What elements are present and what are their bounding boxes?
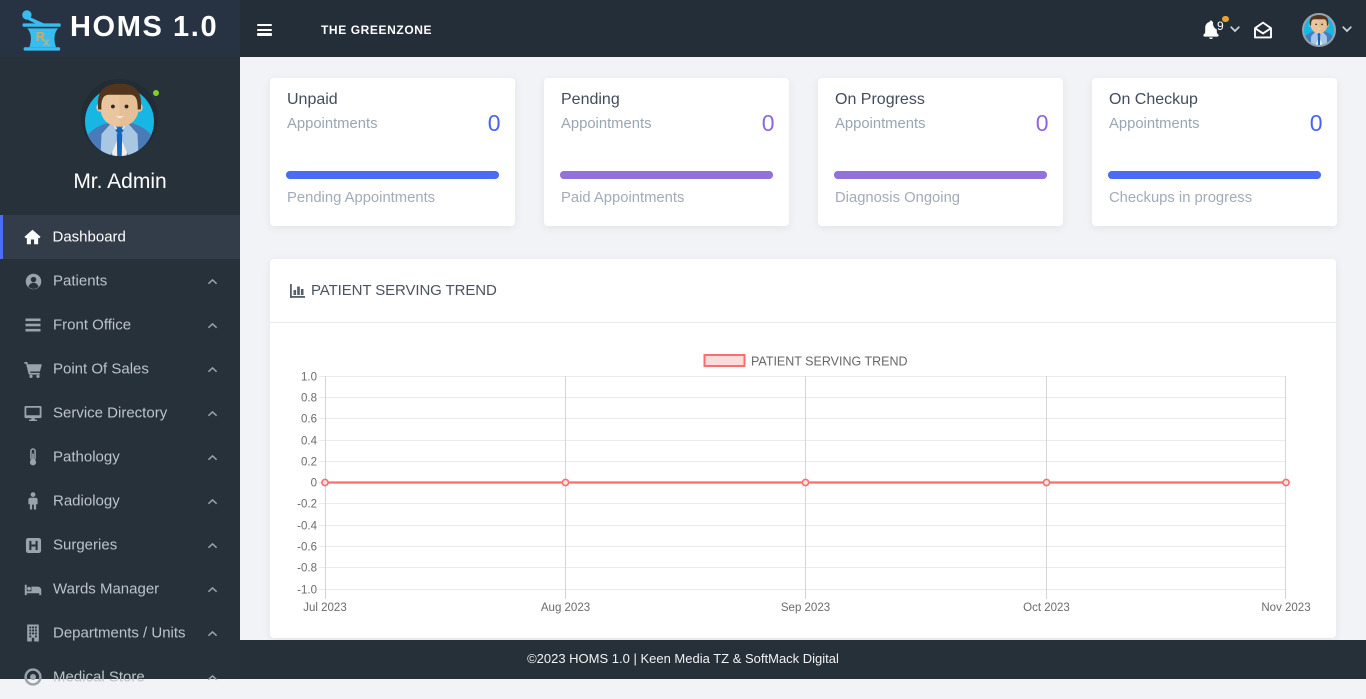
svg-text:-0.8: -0.8 — [297, 563, 317, 575]
svg-text:PATIENT SERVING TREND: PATIENT SERVING TREND — [751, 355, 908, 369]
svg-text:0.8: 0.8 — [301, 393, 317, 405]
svg-text:0: 0 — [311, 478, 317, 490]
svg-text:x: x — [43, 35, 50, 49]
svg-text:Aug 2023: Aug 2023 — [541, 602, 590, 614]
svg-text:-0.2: -0.2 — [297, 499, 317, 511]
svg-text:Sep 2023: Sep 2023 — [781, 602, 830, 614]
svg-text:-0.6: -0.6 — [297, 542, 317, 554]
svg-text:Oct 2023: Oct 2023 — [1023, 602, 1070, 614]
svg-text:0.2: 0.2 — [301, 457, 317, 469]
svg-text:0.6: 0.6 — [301, 414, 317, 426]
svg-text:Jul 2023: Jul 2023 — [303, 602, 346, 614]
svg-text:R: R — [36, 29, 46, 44]
svg-text:0.4: 0.4 — [301, 436, 318, 448]
svg-text:Nov 2023: Nov 2023 — [1261, 602, 1310, 614]
svg-text:1.0: 1.0 — [301, 372, 317, 384]
svg-text:-1.0: -1.0 — [297, 585, 317, 597]
svg-text:-0.4: -0.4 — [297, 521, 317, 533]
